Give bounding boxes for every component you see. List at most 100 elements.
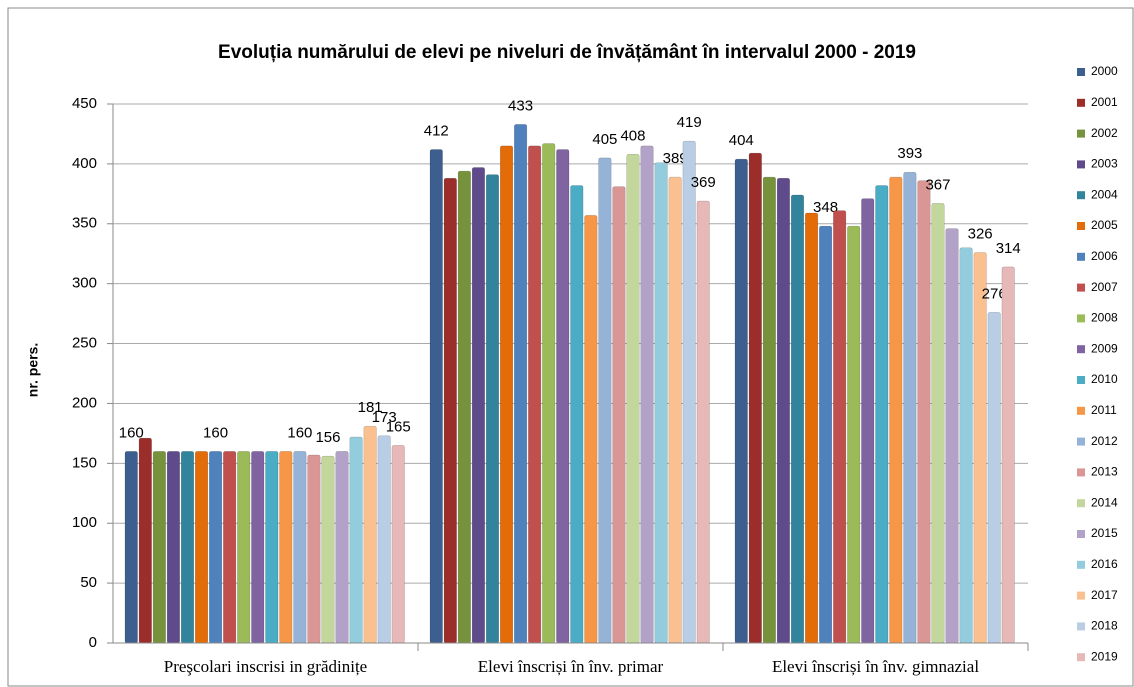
legend-label: 2013 bbox=[1091, 465, 1118, 479]
value-label: 348 bbox=[813, 199, 838, 216]
bar bbox=[166, 451, 180, 644]
legend-swatch bbox=[1077, 160, 1085, 169]
bar bbox=[237, 451, 251, 644]
x-tick-label: Elevi înscriși în înv. gimnazial bbox=[772, 657, 979, 676]
bar bbox=[500, 145, 514, 644]
bar bbox=[833, 210, 847, 644]
legend-swatch bbox=[1077, 68, 1085, 76]
legend-swatch bbox=[1077, 653, 1085, 662]
legend-label: 2012 bbox=[1091, 434, 1118, 448]
bar bbox=[612, 186, 626, 644]
y-tick-label: 50 bbox=[80, 574, 97, 591]
legend-label: 2017 bbox=[1091, 588, 1118, 602]
bar bbox=[903, 172, 917, 644]
legend-label: 2014 bbox=[1091, 495, 1118, 509]
value-label: 433 bbox=[508, 97, 533, 114]
legend-swatch bbox=[1077, 560, 1085, 569]
y-tick-label: 0 bbox=[89, 634, 97, 651]
y-axis-label: nr. pers. bbox=[25, 343, 41, 397]
legend-label: 2001 bbox=[1091, 95, 1118, 109]
bar bbox=[138, 437, 152, 644]
legend-swatch bbox=[1077, 406, 1085, 415]
bar bbox=[180, 451, 194, 644]
value-label: 160 bbox=[287, 424, 312, 441]
bar bbox=[889, 176, 903, 644]
legend-label: 2009 bbox=[1091, 341, 1118, 355]
bar bbox=[124, 451, 138, 644]
bar bbox=[471, 167, 485, 644]
bar bbox=[391, 445, 405, 644]
value-label: 367 bbox=[925, 176, 950, 193]
bar bbox=[528, 145, 542, 644]
bar bbox=[570, 185, 584, 644]
value-label: 156 bbox=[315, 429, 340, 446]
legend-label: 2010 bbox=[1091, 372, 1118, 386]
bar bbox=[734, 158, 748, 644]
value-label: 408 bbox=[620, 127, 645, 144]
x-tick-label: Preşcolari inscrisi in grădinițe bbox=[164, 657, 367, 676]
bar bbox=[748, 152, 762, 644]
legend-swatch bbox=[1077, 530, 1085, 538]
bar bbox=[598, 157, 612, 644]
legend-label: 2002 bbox=[1091, 126, 1118, 140]
legend-swatch bbox=[1077, 345, 1085, 354]
bar bbox=[485, 174, 500, 644]
bar bbox=[377, 435, 391, 644]
bar bbox=[917, 180, 931, 644]
bar bbox=[349, 436, 363, 644]
bar bbox=[457, 170, 471, 644]
bar bbox=[429, 149, 443, 644]
value-label: 404 bbox=[729, 132, 754, 149]
value-label: 389 bbox=[663, 150, 688, 167]
bar bbox=[762, 176, 776, 644]
legend-swatch bbox=[1077, 437, 1085, 446]
bar bbox=[556, 149, 570, 644]
bar bbox=[805, 212, 819, 644]
bar bbox=[640, 145, 654, 644]
legend-label: 2018 bbox=[1091, 619, 1118, 633]
legend-swatch bbox=[1077, 499, 1085, 508]
legend-label: 2016 bbox=[1091, 557, 1118, 571]
bar bbox=[321, 455, 335, 644]
value-label: 369 bbox=[691, 174, 716, 191]
value-label: 160 bbox=[203, 424, 228, 441]
legend-label: 2011 bbox=[1091, 403, 1117, 417]
legend-swatch bbox=[1077, 376, 1085, 384]
legend-swatch bbox=[1077, 468, 1085, 477]
y-tick-label: 200 bbox=[72, 394, 97, 411]
bar bbox=[847, 225, 861, 644]
value-label: 326 bbox=[968, 225, 993, 242]
bar bbox=[152, 451, 166, 644]
bar bbox=[195, 451, 209, 644]
y-tick-label: 150 bbox=[72, 454, 97, 471]
legend-label: 2005 bbox=[1091, 218, 1118, 232]
legend-swatch bbox=[1077, 252, 1085, 261]
bar bbox=[251, 451, 265, 644]
legend-swatch bbox=[1077, 283, 1085, 292]
value-label: 419 bbox=[677, 114, 702, 131]
legend-swatch bbox=[1077, 314, 1085, 323]
value-label: 276 bbox=[982, 285, 1007, 302]
bar bbox=[584, 215, 598, 644]
bar bbox=[209, 451, 223, 644]
legend-label: 2006 bbox=[1091, 249, 1118, 263]
bar bbox=[790, 194, 805, 644]
value-label: 165 bbox=[386, 418, 411, 435]
bar bbox=[776, 178, 790, 644]
bar bbox=[945, 228, 959, 644]
chart-title: Evoluția numărului de elevi pe niveluri … bbox=[218, 42, 916, 63]
value-label: 314 bbox=[996, 240, 1021, 257]
legend-label: 2000 bbox=[1091, 64, 1118, 78]
bar bbox=[443, 178, 457, 644]
bar bbox=[279, 451, 293, 644]
bar bbox=[973, 252, 987, 644]
bar bbox=[682, 140, 696, 644]
legend-swatch bbox=[1077, 191, 1085, 200]
bar bbox=[265, 451, 279, 644]
value-label: 181 bbox=[358, 399, 383, 416]
bar bbox=[335, 451, 349, 644]
legend-swatch bbox=[1077, 622, 1085, 631]
bar bbox=[626, 154, 640, 644]
bar bbox=[987, 312, 1001, 644]
